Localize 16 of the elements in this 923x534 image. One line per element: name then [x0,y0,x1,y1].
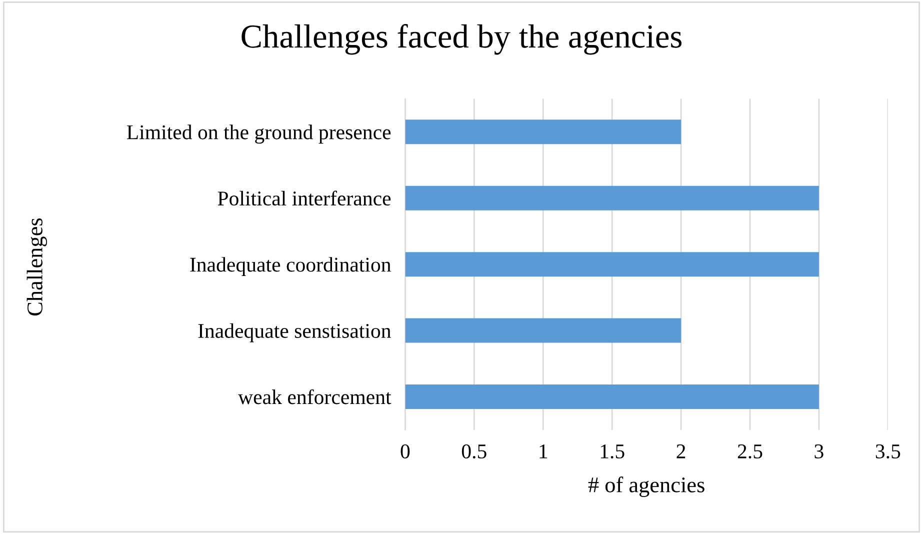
x-tick-label: 2.5 [738,444,762,459]
x-tick-label: 3 [814,444,824,458]
x-tick-label: 1.5 [600,444,624,459]
chart-title: Challenges faced by the agencies [242,24,682,55]
y-tick-label: Limited on the ground presence [126,124,391,144]
y-tick-label: Political interferance [218,190,391,206]
x-tick-label: 1 [540,444,548,458]
x-tick-label: 0 [400,444,410,458]
y-tick-label: Inadequate senstisation [198,323,391,342]
y-axis-title: Challenges [26,218,48,316]
x-tick-label: 0.5 [462,444,486,459]
y-tick-label: weak enforcement [238,389,392,404]
x-axis-title: # of agencies [588,476,704,497]
x-tick-label: 2 [676,444,686,458]
x-tick-label: 3.5 [876,444,900,459]
y-tick-label: Inadequate coordination [190,257,391,276]
